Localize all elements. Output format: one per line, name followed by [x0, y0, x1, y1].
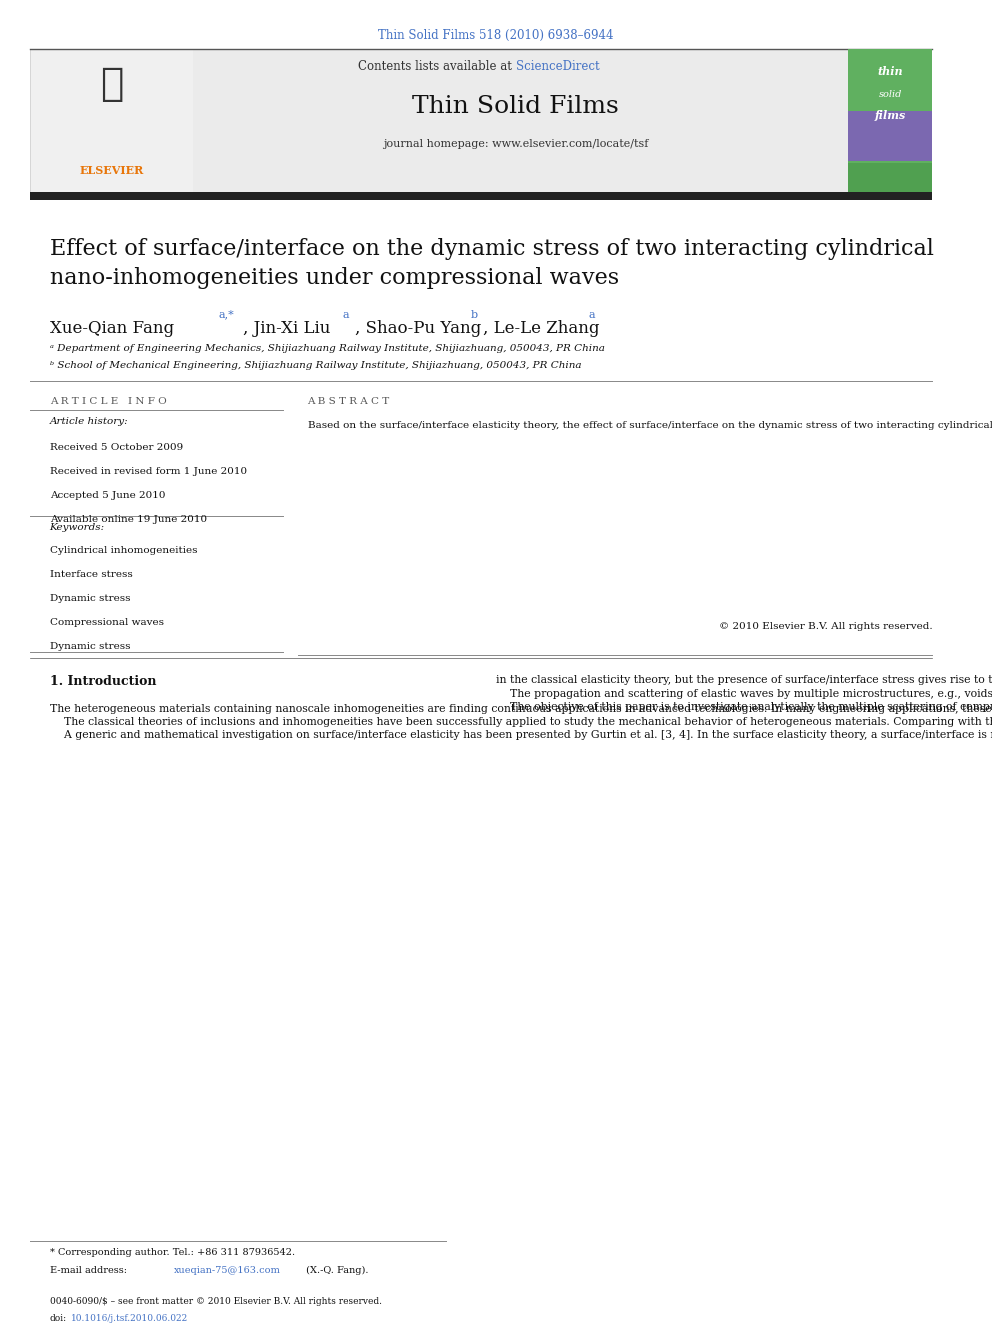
FancyBboxPatch shape: [848, 49, 932, 192]
Text: Cylindrical inhomogeneities: Cylindrical inhomogeneities: [50, 546, 197, 556]
Text: Keywords:: Keywords:: [50, 523, 105, 532]
Text: journal homepage: www.elsevier.com/locate/tsf: journal homepage: www.elsevier.com/locat…: [383, 139, 649, 149]
Text: (X.-Q. Fang).: (X.-Q. Fang).: [303, 1266, 368, 1275]
Text: a,*: a,*: [218, 310, 234, 320]
Text: thin: thin: [878, 66, 903, 77]
Text: xueqian-75@163.com: xueqian-75@163.com: [174, 1266, 281, 1275]
FancyBboxPatch shape: [193, 49, 843, 192]
Text: Article history:: Article history:: [50, 417, 128, 426]
Text: Thin Solid Films: Thin Solid Films: [413, 95, 619, 118]
Text: Available online 19 June 2010: Available online 19 June 2010: [50, 515, 206, 524]
Text: © 2010 Elsevier B.V. All rights reserved.: © 2010 Elsevier B.V. All rights reserved…: [719, 622, 932, 631]
FancyBboxPatch shape: [30, 192, 932, 200]
Text: Based on the surface/interface elasticity theory, the effect of surface/interfac: Based on the surface/interface elasticit…: [308, 421, 992, 430]
Text: Received in revised form 1 June 2010: Received in revised form 1 June 2010: [50, 467, 247, 476]
Text: Dynamic stress: Dynamic stress: [50, 642, 130, 651]
FancyBboxPatch shape: [30, 49, 193, 192]
Text: Dynamic stress: Dynamic stress: [50, 594, 130, 603]
Text: Received 5 October 2009: Received 5 October 2009: [50, 443, 183, 452]
Text: , Shao-Pu Yang: , Shao-Pu Yang: [355, 320, 487, 337]
Text: 10.1016/j.tsf.2010.06.022: 10.1016/j.tsf.2010.06.022: [71, 1314, 188, 1323]
Text: ScienceDirect: ScienceDirect: [516, 60, 599, 73]
Text: 0040-6090/$ – see front matter © 2010 Elsevier B.V. All rights reserved.: 0040-6090/$ – see front matter © 2010 El…: [50, 1297, 382, 1306]
Text: b: b: [471, 310, 478, 320]
Text: a: a: [588, 310, 595, 320]
Text: A B S T R A C T: A B S T R A C T: [308, 397, 390, 406]
FancyBboxPatch shape: [848, 111, 932, 161]
Text: 🌳: 🌳: [100, 66, 124, 103]
Text: Compressional waves: Compressional waves: [50, 618, 164, 627]
Text: Contents lists available at: Contents lists available at: [358, 60, 516, 73]
Text: The heterogeneous materials containing nanoscale inhomogeneities are finding con: The heterogeneous materials containing n…: [50, 704, 992, 740]
Text: E-mail address:: E-mail address:: [50, 1266, 130, 1275]
Text: ELSEVIER: ELSEVIER: [80, 165, 144, 176]
Text: , Jin-Xi Liu: , Jin-Xi Liu: [243, 320, 335, 337]
FancyBboxPatch shape: [30, 49, 932, 192]
Text: Interface stress: Interface stress: [50, 570, 132, 579]
Text: a: a: [342, 310, 349, 320]
Text: Xue-Qian Fang: Xue-Qian Fang: [50, 320, 179, 337]
Text: Effect of surface/interface on the dynamic stress of two interacting cylindrical: Effect of surface/interface on the dynam…: [50, 238, 933, 288]
Text: doi:: doi:: [50, 1314, 66, 1323]
Text: Accepted 5 June 2010: Accepted 5 June 2010: [50, 491, 165, 500]
Text: * Corresponding author. Tel.: +86 311 87936542.: * Corresponding author. Tel.: +86 311 87…: [50, 1248, 295, 1257]
Text: films: films: [875, 110, 906, 120]
Text: solid: solid: [879, 90, 902, 99]
Text: ᵃ Department of Engineering Mechanics, Shijiazhuang Railway Institute, Shijiazhu: ᵃ Department of Engineering Mechanics, S…: [50, 344, 604, 353]
Text: , Le-Le Zhang: , Le-Le Zhang: [483, 320, 605, 337]
FancyBboxPatch shape: [848, 49, 932, 108]
Text: Thin Solid Films 518 (2010) 6938–6944: Thin Solid Films 518 (2010) 6938–6944: [378, 29, 614, 42]
Text: A R T I C L E   I N F O: A R T I C L E I N F O: [50, 397, 167, 406]
FancyBboxPatch shape: [848, 163, 932, 192]
Text: 1. Introduction: 1. Introduction: [50, 675, 156, 688]
Text: ᵇ School of Mechanical Engineering, Shijiazhuang Railway Institute, Shijiazhuang: ᵇ School of Mechanical Engineering, Shij…: [50, 361, 581, 370]
Text: in the classical elasticity theory, but the presence of surface/interface stress: in the classical elasticity theory, but …: [496, 675, 992, 712]
